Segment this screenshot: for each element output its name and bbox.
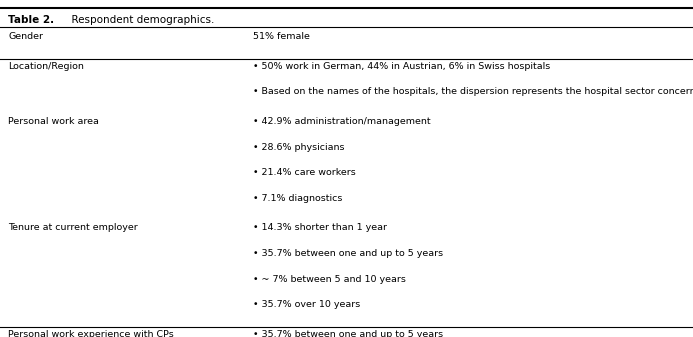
Text: Gender: Gender <box>8 32 44 41</box>
Text: Location/Region: Location/Region <box>8 62 84 71</box>
Text: Tenure at current employer: Tenure at current employer <box>8 223 138 233</box>
Text: • 14.3% shorter than 1 year: • 14.3% shorter than 1 year <box>253 223 387 233</box>
Text: • Based on the names of the hospitals, the dispersion represents the hospital se: • Based on the names of the hospitals, t… <box>253 87 693 96</box>
Text: Table 2.: Table 2. <box>8 15 55 25</box>
Text: • 35.7% between one and up to 5 years: • 35.7% between one and up to 5 years <box>253 249 443 258</box>
Text: Personal work experience with CPs: Personal work experience with CPs <box>8 330 174 337</box>
Text: • 35.7% over 10 years: • 35.7% over 10 years <box>253 300 360 309</box>
Text: • 28.6% physicians: • 28.6% physicians <box>253 143 344 152</box>
Text: • 21.4% care workers: • 21.4% care workers <box>253 168 356 177</box>
Text: • 42.9% administration/management: • 42.9% administration/management <box>253 117 430 126</box>
Text: • 7.1% diagnostics: • 7.1% diagnostics <box>253 194 342 203</box>
Text: • 50% work in German, 44% in Austrian, 6% in Swiss hospitals: • 50% work in German, 44% in Austrian, 6… <box>253 62 550 71</box>
Text: 51% female: 51% female <box>253 32 310 41</box>
Text: • ~ 7% between 5 and 10 years: • ~ 7% between 5 and 10 years <box>253 275 406 284</box>
Text: • 35.7% between one and up to 5 years: • 35.7% between one and up to 5 years <box>253 330 443 337</box>
Text: Respondent demographics.: Respondent demographics. <box>65 15 215 25</box>
Text: Personal work area: Personal work area <box>8 117 99 126</box>
